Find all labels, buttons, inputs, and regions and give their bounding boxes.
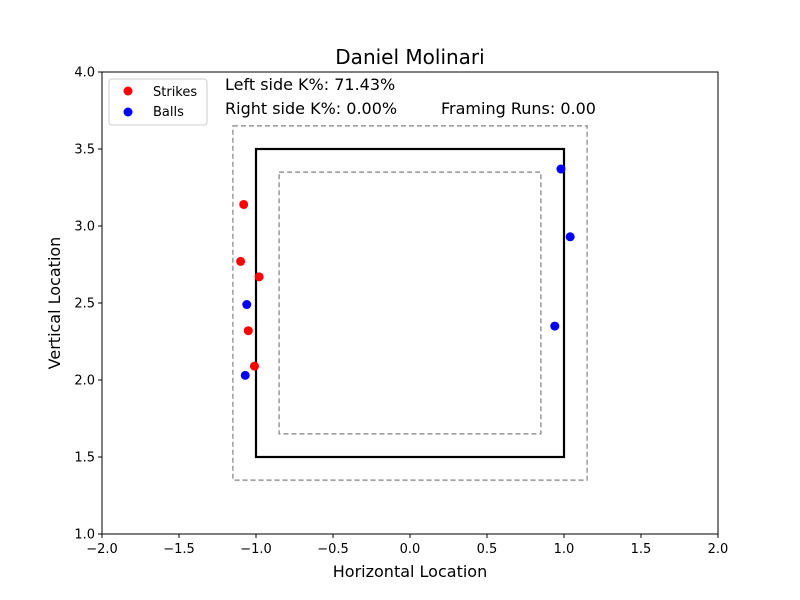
strike-zone bbox=[254, 147, 566, 459]
x-tick-label: −0.5 bbox=[317, 542, 349, 557]
y-tick-label: 4.0 bbox=[74, 66, 95, 81]
y-tick-label: 3.5 bbox=[74, 143, 95, 158]
x-axis-label: Horizontal Location bbox=[333, 562, 487, 581]
points-layer bbox=[236, 164, 575, 380]
x-tick-label: 1.5 bbox=[631, 542, 652, 557]
right-k-annotation: Right side K%: 0.00% bbox=[225, 99, 397, 118]
x-tick-label: −2.0 bbox=[86, 542, 118, 557]
strike-point bbox=[236, 256, 246, 266]
y-tick-label: 3.0 bbox=[74, 220, 95, 235]
y-axis-label: Vertical Location bbox=[45, 237, 64, 370]
y-tick-label: 1.5 bbox=[74, 451, 95, 466]
chart-title: Daniel Molinari bbox=[335, 45, 484, 69]
legend-strikes-marker bbox=[123, 86, 133, 96]
legend: Strikes Balls bbox=[108, 78, 208, 126]
strike-point bbox=[249, 361, 259, 371]
ball-point bbox=[565, 232, 575, 242]
plot-frame bbox=[101, 71, 719, 535]
x-tick-label: −1.5 bbox=[163, 542, 195, 557]
ball-point bbox=[242, 300, 252, 310]
x-tick-label: 1.0 bbox=[554, 542, 575, 557]
zones-layer bbox=[232, 125, 588, 481]
legend-balls-label: Balls bbox=[153, 105, 184, 120]
framing-runs-annotation: Framing Runs: 0.00 bbox=[441, 99, 596, 118]
legend-box bbox=[108, 78, 208, 126]
y-tick-label: 2.0 bbox=[74, 374, 95, 389]
x-tick-label: −1.0 bbox=[240, 542, 272, 557]
outer-shadow-zone bbox=[232, 125, 588, 481]
legend-strikes-label: Strikes bbox=[153, 85, 197, 100]
ball-point bbox=[550, 321, 560, 331]
ball-point bbox=[240, 370, 250, 380]
y-tick-label: 2.5 bbox=[74, 297, 95, 312]
legend-balls-marker bbox=[123, 107, 133, 117]
strike-point bbox=[239, 199, 249, 209]
x-axis-ticks: −2.0 −1.5 −1.0 −0.5 0.0 0.5 1.0 1.5 2.0 bbox=[86, 534, 728, 557]
strike-point bbox=[243, 326, 253, 336]
x-tick-label: 0.0 bbox=[400, 542, 421, 557]
y-axis-ticks: 1.0 1.5 2.0 2.5 3.0 3.5 4.0 bbox=[74, 66, 102, 543]
left-k-annotation: Left side K%: 71.43% bbox=[225, 75, 395, 94]
x-tick-label: 2.0 bbox=[708, 542, 729, 557]
ball-point bbox=[556, 164, 566, 174]
x-tick-label: 0.5 bbox=[477, 542, 498, 557]
strike-point bbox=[254, 272, 264, 282]
y-tick-label: 1.0 bbox=[74, 528, 95, 543]
inner-shadow-zone bbox=[278, 171, 542, 435]
